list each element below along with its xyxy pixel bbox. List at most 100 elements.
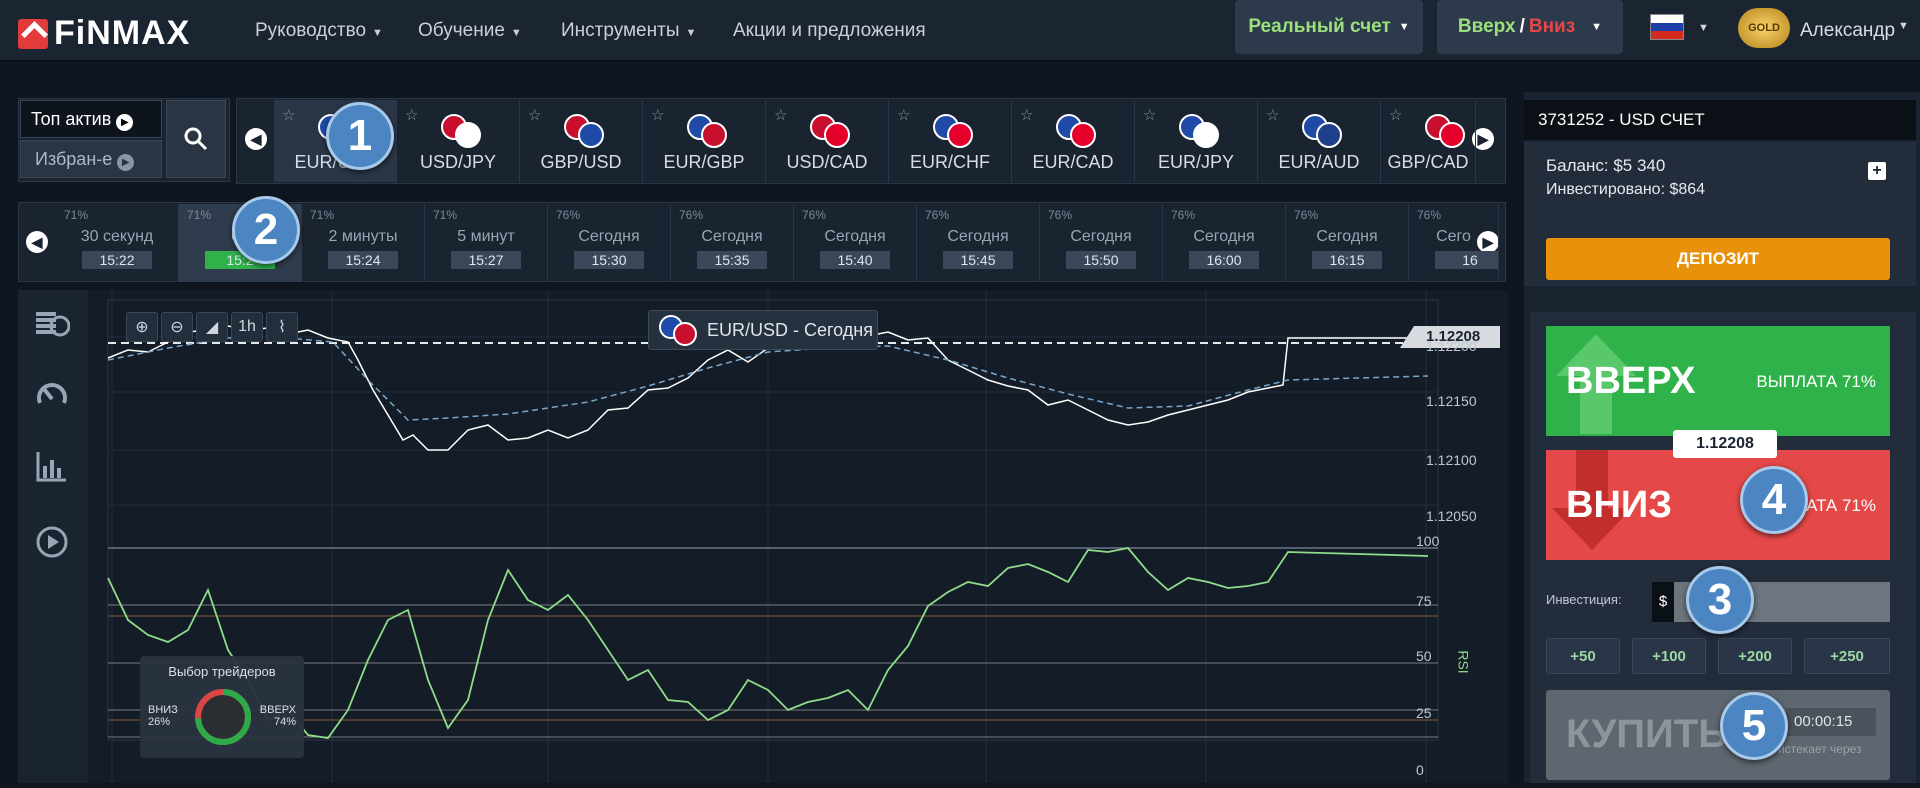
quick-add-250-button[interactable]: +250 <box>1804 638 1890 674</box>
expiry-next-arrow-icon[interactable]: ▶ <box>1477 231 1499 253</box>
expiry-option[interactable]: 76% Сегодня 16:00 <box>1163 204 1286 282</box>
balance-text: Баланс: $5 340 <box>1546 156 1666 175</box>
interval-button[interactable]: 1h <box>231 312 263 342</box>
rsi-tick: 25 <box>1416 705 1432 721</box>
gold-status-icon: GOLD <box>1738 8 1790 48</box>
star-icon[interactable]: ☆ <box>1143 107 1157 124</box>
expiry-time: 15:35 <box>697 251 767 269</box>
star-icon[interactable]: ☆ <box>774 107 788 124</box>
deposit-button[interactable]: ДЕПОЗИТ <box>1546 238 1890 280</box>
star-icon[interactable]: ☆ <box>1266 107 1280 124</box>
chart-canvas[interactable] <box>88 290 1508 783</box>
price-tick: 1.12050 <box>1426 508 1477 524</box>
user-name[interactable]: Александр <box>1800 20 1896 41</box>
assets-prev-arrow-icon[interactable]: ◀ <box>245 128 267 150</box>
traders-down: ВНИЗ 26% <box>148 704 178 728</box>
zoom-in-icon[interactable]: ⊕ <box>126 312 158 342</box>
chart-frame <box>107 299 1439 741</box>
expiry-timer: 00:00:15 <box>1786 708 1876 736</box>
russia-flag-icon[interactable] <box>1650 14 1684 40</box>
expiry-time: 15:45 <box>943 251 1013 269</box>
updown-up-label: Вверх <box>1457 16 1516 37</box>
expiry-option[interactable]: 76% Сегодня 15:40 <box>794 204 917 282</box>
currency-symbol: $ <box>1652 582 1674 622</box>
star-icon[interactable]: ☆ <box>897 107 911 124</box>
nav-tools[interactable]: Инструменты ▼ <box>561 20 697 41</box>
play-circle-icon[interactable] <box>34 524 70 560</box>
zoom-out-icon[interactable]: ⊖ <box>161 312 193 342</box>
asset-tile[interactable]: ☆ GBP/USD <box>520 100 643 182</box>
expiry-option[interactable]: 71% 5 минут 15:27 <box>425 204 548 282</box>
current-price-badge: 1.12208 <box>1673 430 1777 458</box>
up-button[interactable]: ВВЕРХ ВЫПЛАТА 71% <box>1546 326 1890 436</box>
star-icon[interactable]: ☆ <box>1389 107 1403 124</box>
nav-training[interactable]: Обучение ▼ <box>418 20 522 41</box>
up-payout: ВЫПЛАТА 71% <box>1756 372 1876 391</box>
star-icon[interactable]: ☆ <box>651 107 665 124</box>
updown-dropdown[interactable]: Вверх / Вниз ▼ <box>1437 0 1623 54</box>
currency-flags-icon <box>687 114 731 148</box>
asset-tile[interactable]: ☆ USD/JPY <box>397 100 520 182</box>
currency-flags-icon <box>564 114 608 148</box>
asset-tile[interactable]: ☆ GBP/CAD <box>1381 100 1476 182</box>
asset-bar <box>236 98 1506 184</box>
expiry-option[interactable]: 71% 2 минуты 15:24 <box>302 204 425 282</box>
step-badge-2: 2 <box>232 196 300 264</box>
invested-text: Инвестировано: $864 <box>1546 181 1706 198</box>
area-chart-icon[interactable]: ◢ <box>196 312 228 342</box>
expiry-option[interactable]: 76% Сего 16 <box>1409 204 1499 282</box>
asset-tile[interactable]: ☆ EUR/CAD <box>1012 100 1135 182</box>
expiry-time: 16:00 <box>1189 251 1259 269</box>
chevron-down-icon[interactable]: ▼ <box>1898 20 1909 32</box>
chevron-down-icon[interactable]: ▼ <box>1698 22 1709 34</box>
brand-logo[interactable]: FiNMAX <box>18 14 190 53</box>
nav-promotions[interactable]: Акции и предложения <box>733 20 926 41</box>
traders-choice-title: Выбор трейдеров <box>168 664 276 679</box>
top-assets-button[interactable]: Топ актив ▶ <box>20 100 162 138</box>
asset-label: EUR/CAD <box>1032 152 1114 172</box>
expiry-option[interactable]: 76% Сегодня 16:15 <box>1286 204 1409 282</box>
expiry-name: 5 минут <box>457 228 515 245</box>
asset-tile[interactable]: ☆ EUR/GBP <box>643 100 766 182</box>
search-button[interactable] <box>166 100 226 178</box>
payout-percent: 76% <box>802 208 827 222</box>
star-icon[interactable]: ☆ <box>282 107 296 124</box>
expiry-option[interactable]: 76% Сегодня 15:45 <box>917 204 1040 282</box>
quick-add-200-button[interactable]: +200 <box>1718 638 1792 674</box>
price-chart[interactable] <box>88 290 1508 783</box>
payout-percent: 76% <box>1417 208 1442 222</box>
quick-add-100-button[interactable]: +100 <box>1632 638 1706 674</box>
assets-next-arrow-icon[interactable]: ▶ <box>1472 128 1494 150</box>
expiry-option[interactable]: 76% Сегодня 15:35 <box>671 204 794 282</box>
down-button[interactable]: ВНИЗ ВЫПЛАТА 71% <box>1546 450 1890 560</box>
buy-button[interactable]: КУПИТЬ 00:00:15 истекает через <box>1546 690 1890 780</box>
quick-add-50-button[interactable]: +50 <box>1546 638 1620 674</box>
asset-label: EUR/AUD <box>1278 152 1360 172</box>
nav-guide[interactable]: Руководство ▼ <box>255 20 383 41</box>
asset-tile[interactable]: ☆ EUR/JPY <box>1135 100 1258 182</box>
expiry-prev-arrow-icon[interactable]: ◀ <box>26 231 48 253</box>
expiry-time: 15:22 <box>82 251 152 269</box>
asset-tile[interactable]: ☆ USD/CAD <box>766 100 889 182</box>
asset-label: EUR/CHF <box>910 152 990 172</box>
play-icon: ▶ <box>117 154 135 171</box>
star-icon[interactable]: ☆ <box>405 107 419 124</box>
account-type-dropdown[interactable]: Реальный счет ▼ <box>1235 0 1423 54</box>
speedometer-icon[interactable] <box>34 375 70 411</box>
coins-icon[interactable] <box>34 302 70 338</box>
bar-chart-icon[interactable] <box>34 448 70 484</box>
asset-label: GBP/USD <box>540 152 622 172</box>
indicators-icon[interactable]: ⌇ <box>266 312 298 342</box>
price-tick: 1.12200 <box>1426 338 1477 354</box>
expiry-time: 15:24 <box>328 251 398 269</box>
expiry-option[interactable]: 76% Сегодня 15:50 <box>1040 204 1163 282</box>
expiry-option[interactable]: 76% Сегодня 15:30 <box>548 204 671 282</box>
star-icon[interactable]: ☆ <box>528 107 542 124</box>
asset-tile[interactable]: ☆ EUR/CHF <box>889 100 1012 182</box>
add-icon[interactable]: + <box>1868 162 1886 180</box>
asset-tile[interactable]: ☆ EUR/AUD <box>1258 100 1381 182</box>
favorites-button[interactable]: Избран-е ▶ <box>20 140 162 178</box>
star-icon[interactable]: ☆ <box>1020 107 1034 124</box>
payout-percent: 71% <box>187 208 212 222</box>
expiry-option[interactable]: 71% 30 секунд 15:22 <box>56 204 179 282</box>
